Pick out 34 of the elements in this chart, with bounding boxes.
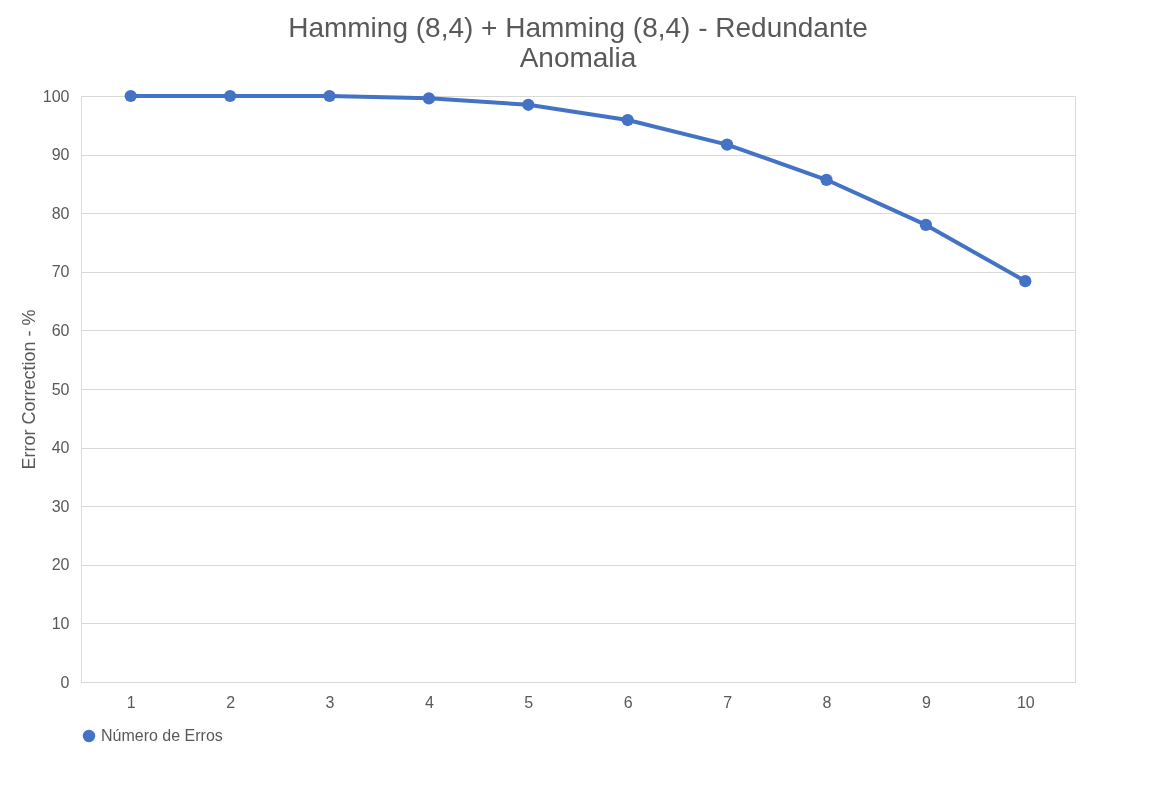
y-tick-label: 60: [51, 321, 70, 339]
x-tick-label: 7: [723, 693, 733, 711]
point: [422, 92, 436, 105]
y-tick-label: 100: [42, 87, 70, 105]
y-tick-label: 70: [51, 263, 70, 281]
point: [124, 89, 137, 103]
y-tick-label: 0: [60, 673, 70, 691]
x-tick-label: 1: [126, 693, 136, 711]
point: [223, 89, 237, 103]
y-axis-title: Error Correction - %: [18, 309, 39, 470]
chart-title: Hamming (8,4) + Hamming (8,4) - Redundante Anomalia: [288, 12, 868, 73]
x-tick-label: 6: [623, 693, 633, 711]
point: [1019, 275, 1032, 288]
y-tick-label: 30: [51, 497, 70, 515]
x-tick-label: 4: [424, 693, 434, 711]
x-tick-label: 10: [1016, 693, 1035, 711]
y-tick-label: 50: [51, 380, 70, 398]
x-tick-label: 3: [325, 693, 335, 711]
point: [522, 98, 535, 111]
y-tick-label: 10: [51, 614, 70, 632]
point: [820, 173, 833, 186]
point: [323, 89, 336, 103]
legend-label: Número de Erros: [101, 727, 223, 744]
y-tick-label: 20: [51, 556, 70, 574]
x-tick-label: 2: [226, 693, 236, 711]
y-tick-label: 80: [51, 204, 70, 222]
point: [621, 113, 634, 127]
x-tick-label: 8: [822, 693, 832, 711]
x-tick-label: 5: [524, 693, 534, 711]
point: [919, 218, 933, 232]
x-tick-label: 9: [921, 693, 931, 711]
y-tick-label: 40: [51, 439, 70, 457]
y-tick-label: 90: [51, 146, 70, 164]
point: [720, 138, 734, 151]
